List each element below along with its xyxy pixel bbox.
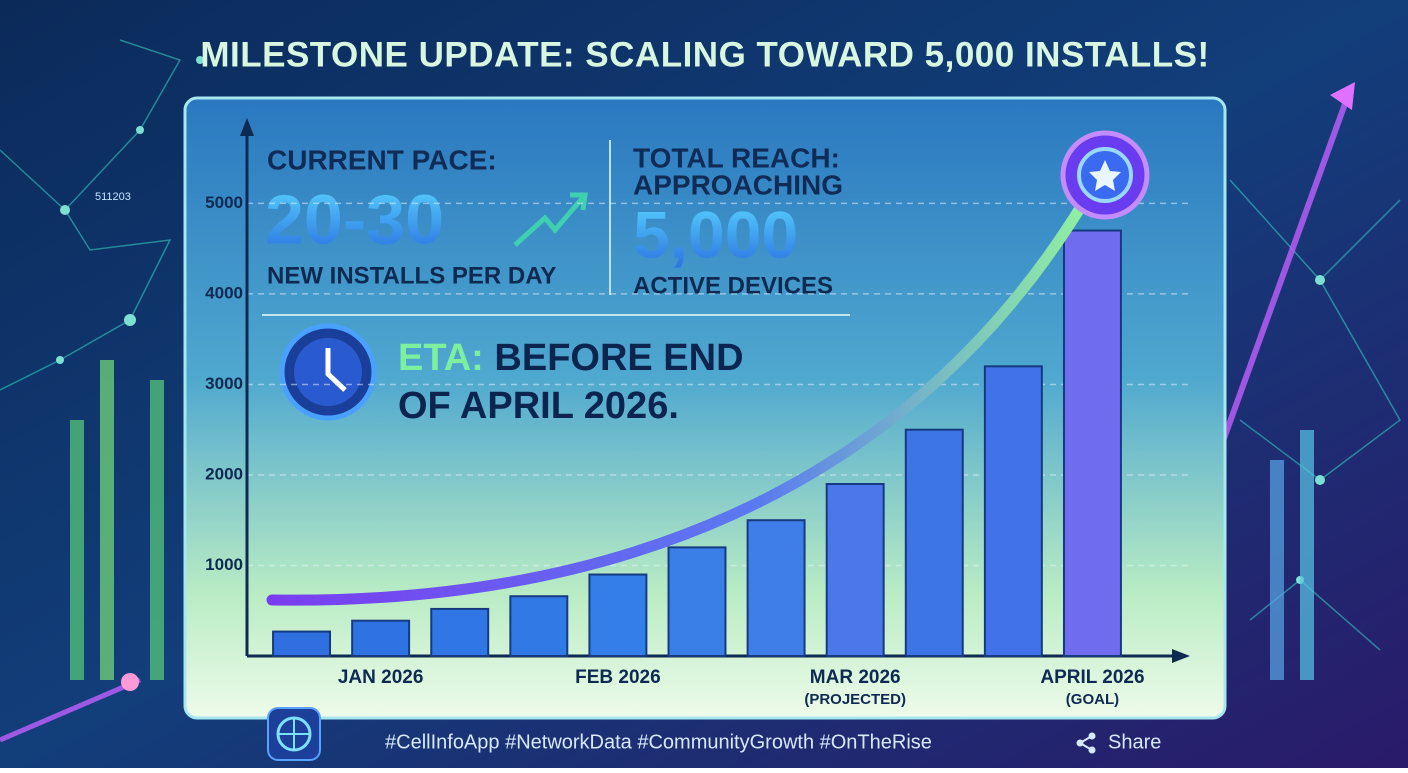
y-tick-label: 3000 <box>205 374 243 393</box>
y-axis-arrow <box>240 118 254 136</box>
y-tick-label: 1000 <box>205 555 243 574</box>
x-tick-label: MAR 2026 <box>810 667 901 688</box>
bar <box>983 365 1043 657</box>
app-icon <box>267 707 321 761</box>
x-tick-note: (GOAL) <box>1066 691 1119 708</box>
bar <box>825 483 885 657</box>
eta-line-1: ETA: BEFORE END <box>398 337 744 379</box>
x-axis-arrow <box>1172 649 1190 663</box>
decor-arrow-head <box>1330 82 1355 110</box>
bar <box>1062 229 1122 657</box>
eta-prefix: ETA: <box>398 337 484 379</box>
panel <box>183 96 1227 720</box>
x-tick-note: (PROJECTED) <box>804 691 906 708</box>
decor-line <box>0 677 141 743</box>
reach-prefix: APPROACHING <box>633 169 843 200</box>
hashtags: #CellInfoApp #NetworkData #CommunityGrow… <box>385 731 932 753</box>
chart: 1000 2000 3000 4000 5000 JAN 2026 FEB 2026 MAR … <box>205 118 1190 708</box>
pace-value: 20-30 <box>265 180 444 258</box>
trend-icon <box>513 192 588 247</box>
bar <box>746 519 806 657</box>
bar <box>667 546 727 658</box>
target-icon <box>1060 130 1150 220</box>
bar <box>272 630 332 658</box>
title: MILESTONE UPDATE: SCALING TOWARD 5,000 I… <box>200 35 1209 74</box>
clock-icon <box>279 323 377 421</box>
bar <box>351 619 411 658</box>
share-button[interactable]: Share <box>1108 731 1161 753</box>
bar <box>509 595 569 657</box>
y-tick-label: 4000 <box>205 283 243 302</box>
pace-label: CURRENT PACE: <box>267 144 497 175</box>
decor-glow <box>121 673 139 691</box>
share-icon[interactable] <box>1076 732 1096 754</box>
reach-unit: ACTIVE DEVICES <box>633 272 833 299</box>
bar <box>904 428 964 658</box>
eta-text: BEFORE END <box>494 337 743 379</box>
x-tick-label: FEB 2026 <box>575 667 661 688</box>
reach-value: 5,000 <box>633 197 798 271</box>
decor-code: 511203 <box>95 191 131 203</box>
bar <box>588 573 648 657</box>
reach-label: TOTAL REACH: <box>633 142 840 173</box>
eta-line-2: OF APRIL 2026. <box>398 385 679 427</box>
x-tick-label: APRIL 2026 <box>1040 667 1144 688</box>
bar <box>430 607 490 657</box>
background-bars <box>70 360 1314 680</box>
trend-curve <box>266 199 1088 606</box>
y-tick-label: 2000 <box>205 464 243 483</box>
pace-unit: NEW INSTALLS PER DAY <box>267 262 556 289</box>
x-tick-label: JAN 2026 <box>338 667 424 688</box>
y-tick-label: 5000 <box>205 193 243 212</box>
